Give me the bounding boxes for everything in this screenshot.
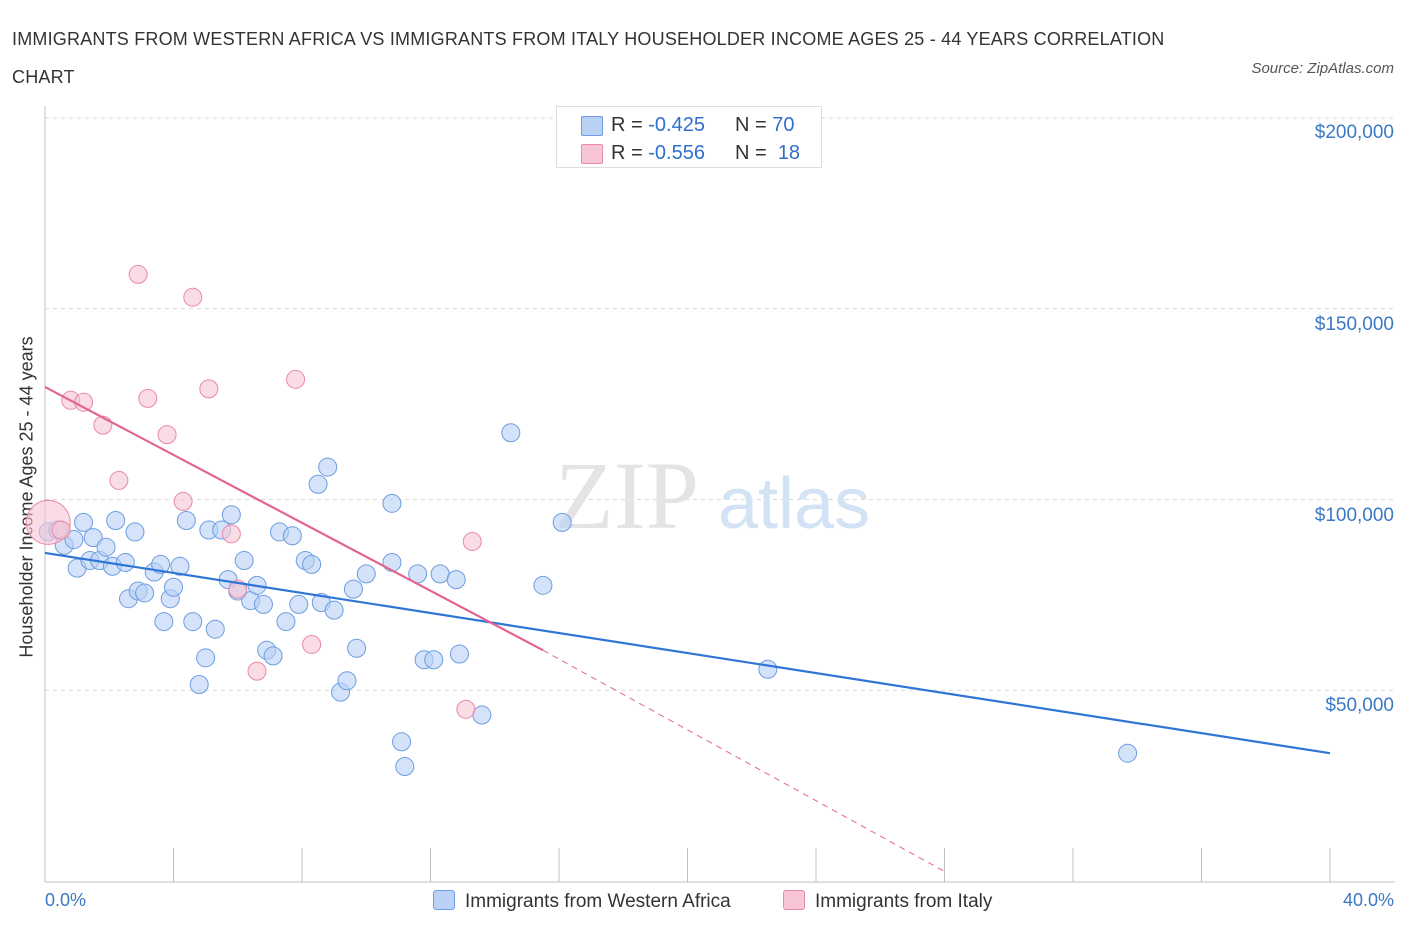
point-italy [183,287,203,307]
point-western-africa [289,594,309,614]
point-western-africa [382,493,402,513]
y-tick-label-150000: $150,000 [1314,314,1394,335]
point-western-africa [449,644,469,664]
point-western-africa [154,612,174,632]
point-western-africa [170,556,190,576]
point-western-africa [324,600,344,620]
watermark: ZIP atlas [555,442,870,549]
point-western-africa [395,757,415,777]
legend-swatch-blue [581,116,603,136]
point-italy [199,379,219,399]
point-italy [286,369,306,389]
point-western-africa [501,423,521,443]
point-western-africa [196,648,216,668]
point-western-africa [276,612,296,632]
legend-n-value: 70 [772,114,795,136]
trend-line-western-africa [44,551,1331,755]
point-western-africa [392,732,412,752]
point-western-africa [318,457,338,477]
point-western-africa [96,537,116,557]
legend-n-label: N = [735,142,773,164]
legend-item-western-africa[interactable]: Immigrants from Western Africa [433,890,731,913]
point-italy [456,699,476,719]
y-tick-label-100000: $100,000 [1314,505,1394,526]
legend-r-label: R = [611,142,649,164]
watermark-zip: ZIP [555,442,699,549]
point-italy [302,634,322,654]
watermark-atlas: atlas [718,464,870,544]
point-italy [462,531,482,551]
point-italy [128,264,148,284]
point-western-africa [263,646,283,666]
point-italy [138,388,158,408]
point-western-africa [135,583,155,603]
point-western-africa [83,528,103,548]
legend-n-value: 18 [777,142,801,164]
trend-lines [44,385,1331,872]
x-tick-label-max: 40.0% [1342,890,1394,910]
point-italy [221,524,241,544]
point-western-africa [183,612,203,632]
point-western-africa [234,551,254,571]
point-western-africa [189,675,209,695]
trend-line-italy [44,385,544,652]
legend-label: Immigrants from Italy [815,891,993,912]
point-western-africa [1118,743,1138,763]
point-western-africa [308,474,328,494]
axes [44,106,1395,883]
point-western-africa [758,659,778,679]
legend-r: R = -0.425 [611,114,705,137]
point-western-africa [151,554,171,574]
y-tick-label-200000: $200,000 [1314,122,1394,143]
legend-item-italy[interactable]: Immigrants from Italy [783,890,992,913]
point-western-africa [106,510,126,530]
legend-r-label: R = [611,114,649,136]
legend-r-value: -0.556 [648,142,705,164]
point-western-africa [430,564,450,584]
y-tick-label-50000: $50,000 [1325,695,1394,716]
point-western-africa [533,575,553,595]
correlation-legend: R = -0.425 N = 70 R = -0.556 N = 18 [556,106,822,168]
point-western-africa [552,512,572,532]
chart-title: IMMIGRANTS FROM WESTERN AFRICA VS IMMIGR… [12,29,1165,87]
data-points [25,264,1138,777]
point-italy [93,415,113,435]
point-western-africa [176,510,196,530]
point-italy [173,491,193,511]
point-western-africa [253,594,273,614]
legend-label: Immigrants from Western Africa [465,891,731,912]
legend-n: N = 18 [735,142,800,165]
point-western-africa [64,530,84,550]
point-western-africa [382,552,402,572]
point-western-africa [205,619,225,639]
x-tick-label-min: 0.0% [45,890,87,910]
legend-r-value: -0.425 [648,114,705,136]
point-western-africa [472,705,492,725]
legend-swatch-blue [433,890,455,910]
point-western-africa [343,579,363,599]
legend-swatch-pink [581,144,603,164]
legend-r: R = -0.556 [611,142,705,165]
point-western-africa [74,512,94,532]
source-label: Source: ZipAtlas.com [1251,60,1394,77]
point-western-africa [221,505,241,525]
point-western-africa [446,570,466,590]
point-western-africa [337,671,357,691]
legend-swatch-pink [783,890,805,910]
point-western-africa [347,638,367,658]
legend-n-label: N = [735,114,773,136]
point-western-africa [282,526,302,546]
point-italy [51,520,71,540]
legend-n: N = 70 [735,114,795,137]
point-western-africa [302,554,322,574]
point-western-africa [424,650,444,670]
point-italy [247,661,267,681]
point-western-africa [125,522,145,542]
point-western-africa [356,564,376,584]
point-western-africa [115,552,135,572]
point-italy [157,425,177,445]
point-italy [109,470,129,490]
point-western-africa [164,577,183,597]
